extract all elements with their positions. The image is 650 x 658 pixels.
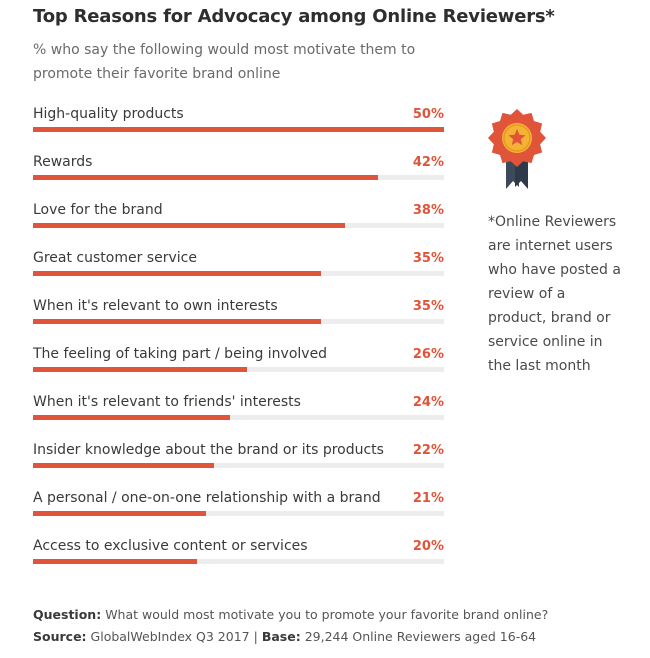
bar-track	[33, 271, 444, 276]
chart-footer: Question: What would most motivate you t…	[33, 604, 633, 648]
bar-value-label: 26%	[412, 347, 444, 362]
source-text: GlobalWebIndex Q3 2017	[90, 629, 250, 644]
bar-track	[33, 511, 444, 516]
bar-track	[33, 175, 444, 180]
bar-track	[33, 127, 444, 132]
bar-track	[33, 319, 444, 324]
bar-track	[33, 223, 444, 228]
bar	[33, 463, 214, 468]
bar-value-label: 42%	[412, 155, 444, 170]
question-text: What would most motivate you to promote …	[105, 607, 549, 622]
bar-label: When it's relevant to friends' interests	[33, 394, 301, 410]
bar-value-label: 22%	[412, 443, 444, 458]
base-label: Base:	[261, 629, 301, 644]
bar-track	[33, 367, 444, 372]
bar	[33, 319, 321, 324]
bar	[33, 511, 206, 516]
bar	[33, 127, 444, 132]
bar-label: The feeling of taking part / being invol…	[33, 346, 328, 362]
source-separator: |	[253, 629, 258, 644]
bar-label: Access to exclusive content or services	[33, 538, 308, 554]
bar-value-label: 35%	[412, 251, 444, 266]
bar	[33, 271, 321, 276]
bar-value-label: 20%	[412, 539, 444, 554]
bar	[33, 367, 247, 372]
source-line: Source: GlobalWebIndex Q3 2017 | Base: 2…	[33, 626, 633, 648]
bar-value-label: 21%	[412, 491, 444, 506]
bar-label: Insider knowledge about the brand or its…	[33, 442, 384, 458]
bar-track	[33, 559, 444, 564]
bar-track	[33, 463, 444, 468]
bar	[33, 415, 231, 420]
bar-track	[33, 415, 444, 420]
question-label: Question:	[33, 607, 102, 622]
bar-value-label: 35%	[412, 299, 444, 314]
bar-label: Rewards	[33, 154, 93, 170]
bar-label: A personal / one-on-one relationship wit…	[33, 490, 381, 506]
bar	[33, 175, 379, 180]
bar	[33, 559, 198, 564]
bar-label: When it's relevant to own interests	[33, 298, 278, 314]
source-label: Source:	[33, 629, 87, 644]
footnote-online-reviewers: *Online Reviewers are internet users who…	[488, 214, 621, 374]
bar-label: High-quality products	[33, 106, 184, 122]
bar-value-label: 24%	[412, 395, 444, 410]
question-line: Question: What would most motivate you t…	[33, 604, 633, 626]
award-medal-icon	[488, 109, 546, 189]
bar	[33, 223, 346, 228]
bar-value-label: 38%	[412, 203, 444, 218]
bar-label: Love for the brand	[33, 202, 163, 218]
bar-value-label: 50%	[412, 107, 444, 122]
bar-label: Great customer service	[33, 250, 197, 266]
base-text: 29,244 Online Reviewers aged 16-64	[304, 629, 537, 644]
chart-subtitle: % who say the following would most motiv…	[33, 42, 416, 82]
chart-title: Top Reasons for Advocacy among Online Re…	[33, 6, 555, 27]
